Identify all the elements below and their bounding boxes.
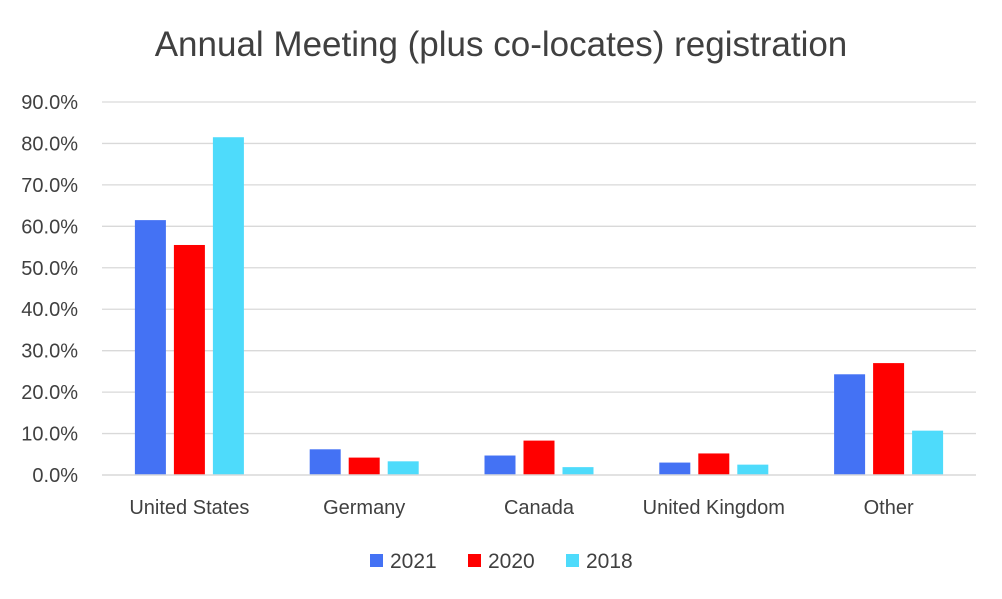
legend: 2021 2020 2018 — [370, 550, 633, 573]
legend-swatch-2021 — [370, 554, 383, 567]
y-tick-label: 60.0% — [21, 216, 78, 238]
legend-swatch-2020 — [468, 554, 481, 567]
x-tick-label: Germany — [323, 497, 405, 519]
x-tick-label: United Kingdom — [643, 497, 785, 519]
y-tick-label: 90.0% — [21, 92, 78, 114]
bar-2018-other — [912, 430, 944, 475]
bar-2020-germany — [348, 457, 380, 475]
y-tick-label: 80.0% — [21, 133, 78, 155]
bar-2020-united-states — [173, 244, 205, 475]
x-tick-label: Canada — [504, 497, 575, 519]
bar-2018-germany — [387, 461, 419, 475]
y-tick-label: 40.0% — [21, 299, 78, 321]
bar-2021-united-kingdom — [659, 462, 691, 475]
y-tick-label: 70.0% — [21, 175, 78, 197]
bar-2021-germany — [309, 449, 341, 475]
bar-2020-other — [873, 363, 905, 475]
y-tick-label: 50.0% — [21, 258, 78, 280]
bar-2021-canada — [484, 455, 516, 475]
y-tick-label: 30.0% — [21, 341, 78, 363]
legend-label-2020: 2020 — [488, 550, 535, 573]
bar-2020-canada — [523, 440, 555, 475]
y-tick-label: 10.0% — [21, 424, 78, 446]
bar-2021-united-states — [134, 220, 166, 475]
bar-2018-canada — [562, 467, 594, 475]
bar-2018-united-kingdom — [737, 464, 769, 475]
x-tick-label: United States — [129, 497, 249, 519]
bar-2018-united-states — [212, 137, 244, 475]
bar-2020-united-kingdom — [698, 453, 730, 475]
chart-title: Annual Meeting (plus co-locates) registr… — [155, 25, 848, 64]
legend-label-2018: 2018 — [586, 550, 633, 573]
x-tick-label: Other — [864, 497, 914, 519]
y-axis-tick-labels: 0.0% 10.0% 20.0% 30.0% 40.0% 50.0% 60.0% 70.0% 8… — [21, 92, 78, 487]
bar-2021-other — [834, 374, 866, 475]
legend-label-2021: 2021 — [390, 550, 437, 573]
bars — [134, 137, 944, 475]
y-tick-label: 0.0% — [32, 465, 78, 487]
y-tick-label: 20.0% — [21, 382, 78, 404]
gridlines — [102, 101, 976, 435]
legend-swatch-2018 — [566, 554, 579, 567]
x-axis-tick-labels: United States Germany Canada United Kingdom… — [129, 497, 914, 519]
